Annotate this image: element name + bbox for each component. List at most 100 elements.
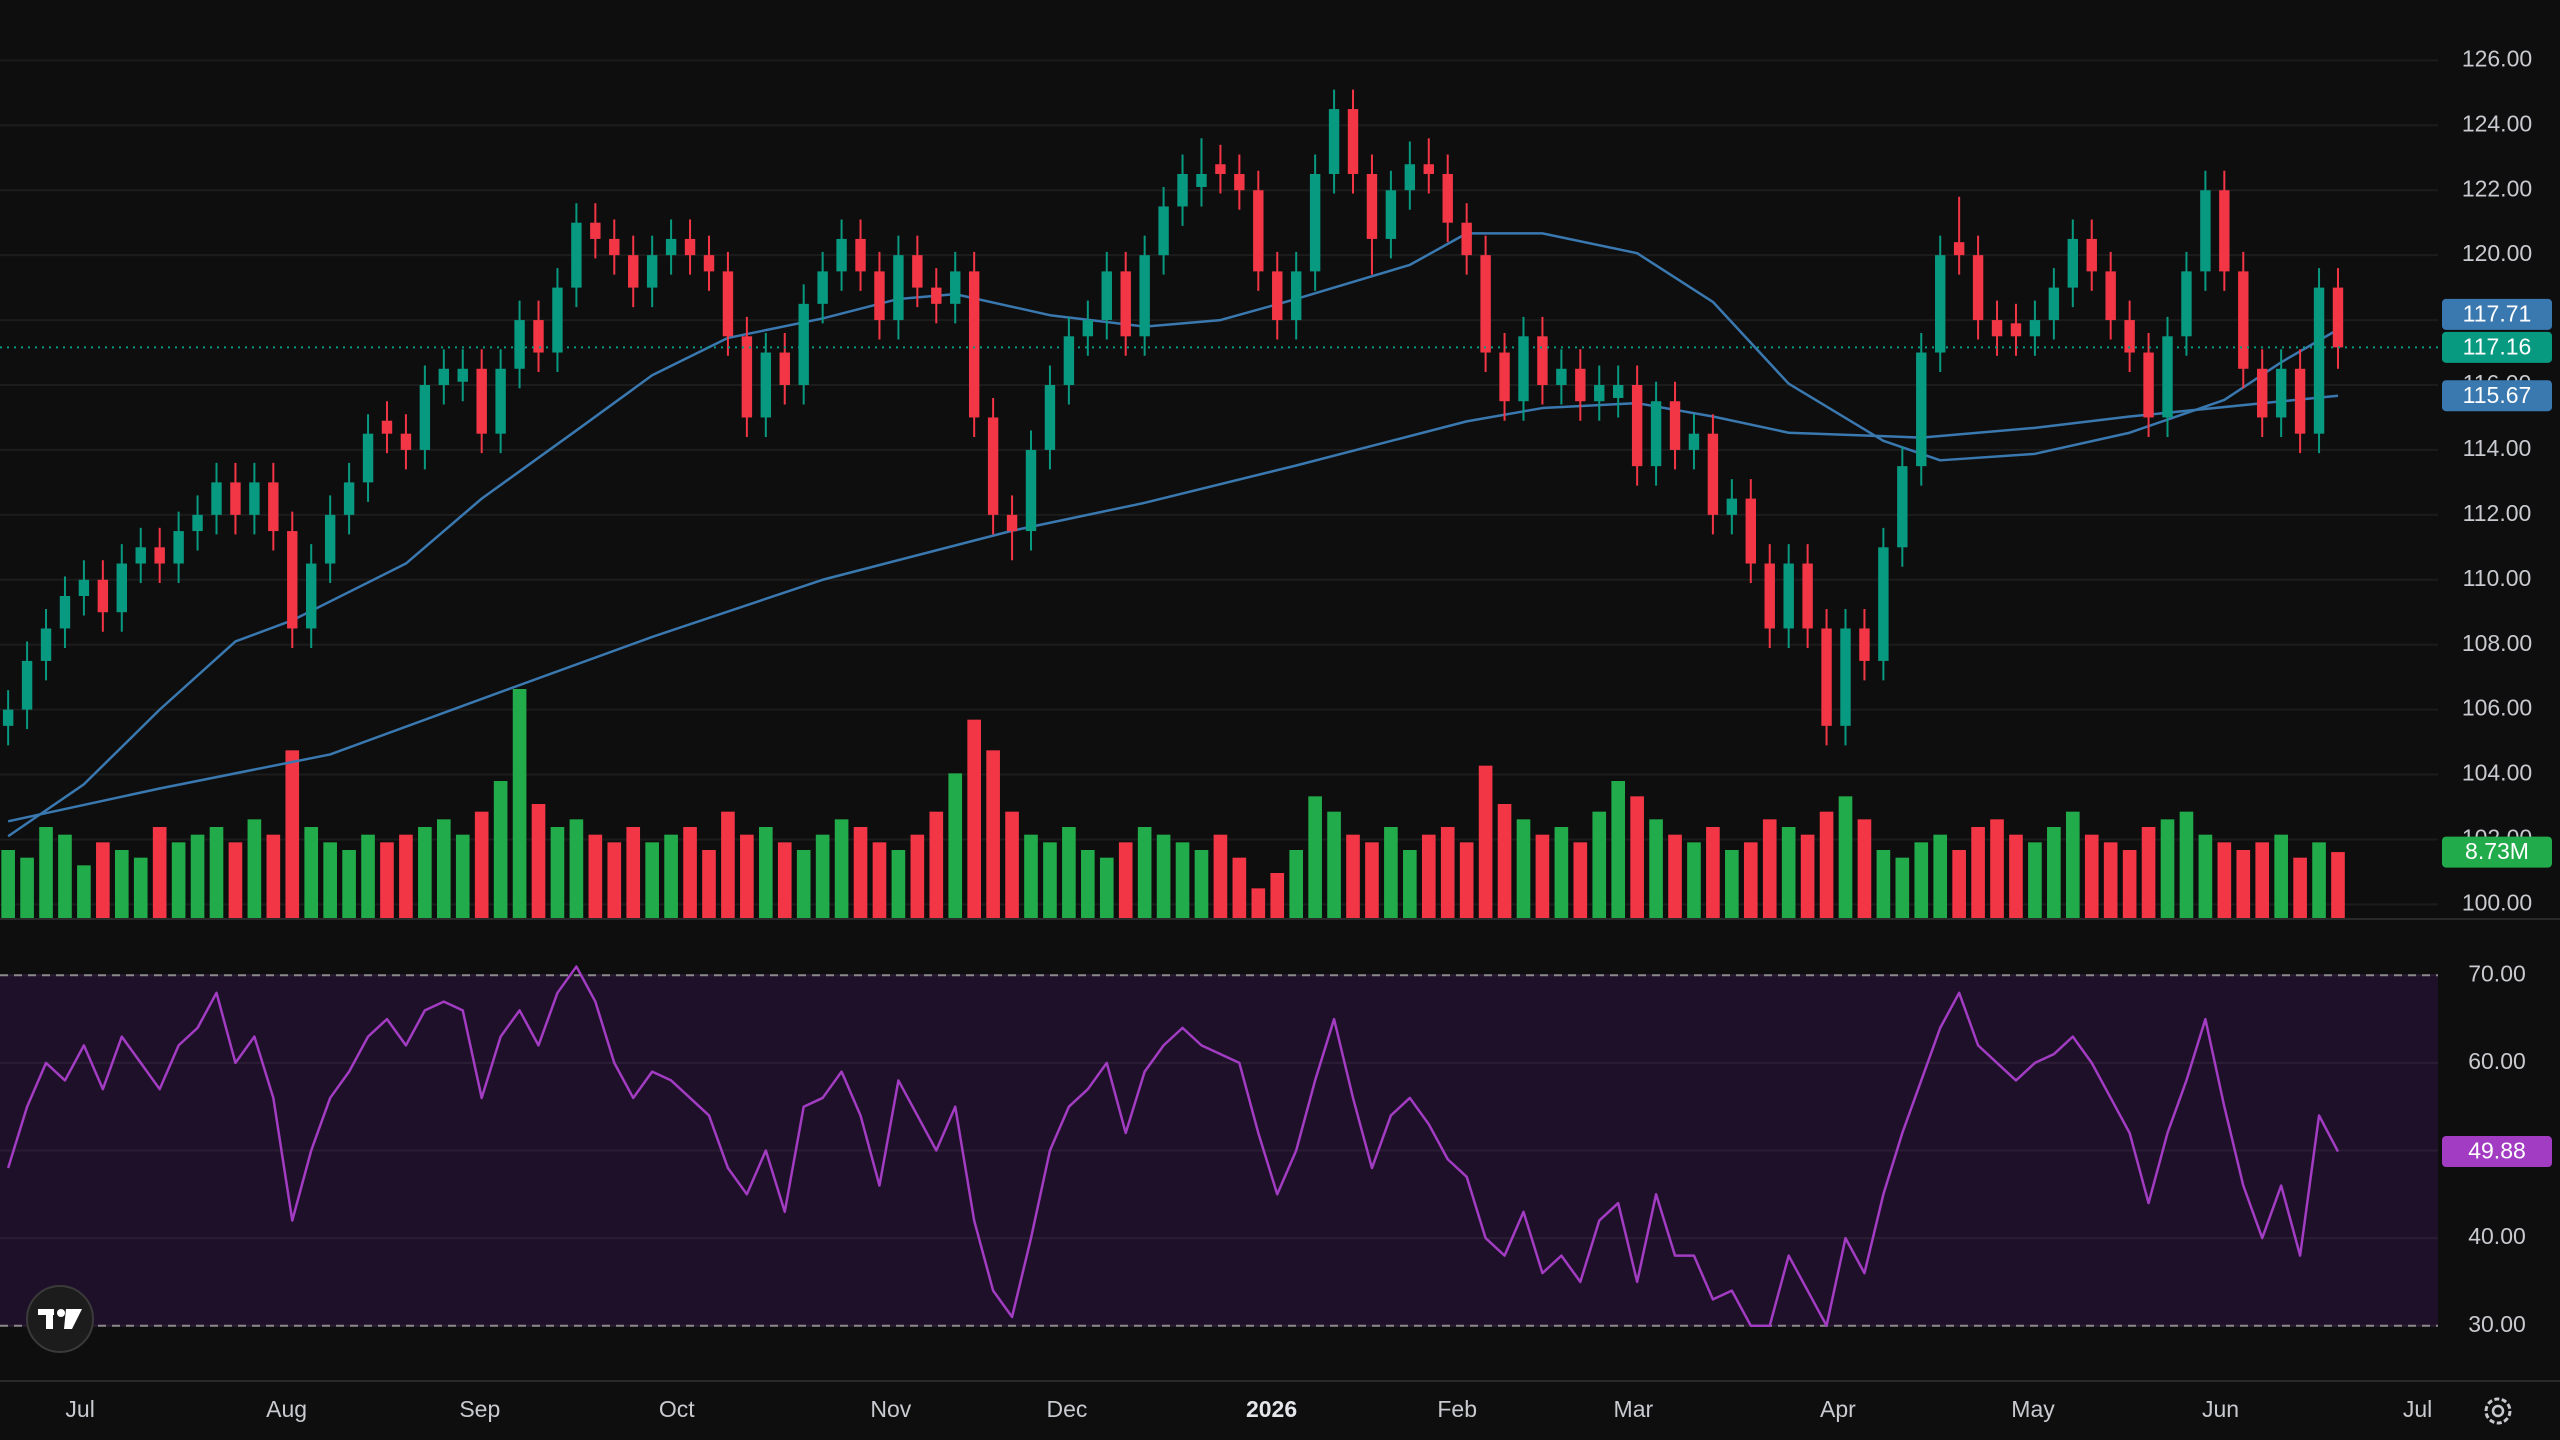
- candle-body: [741, 336, 753, 418]
- candle-body: [2162, 336, 2173, 418]
- candle-body: [249, 482, 260, 515]
- volume-bar: [399, 834, 413, 919]
- candle-body: [78, 579, 90, 597]
- candle-body: [1859, 628, 1870, 661]
- candle-body: [552, 287, 563, 353]
- candle-body: [400, 433, 412, 450]
- candle-body: [1688, 433, 1700, 450]
- candle-body: [457, 368, 468, 382]
- volume-badge-text: 8.73M: [2465, 838, 2529, 864]
- volume-bar: [2122, 850, 2137, 919]
- volume-bar: [588, 834, 603, 919]
- candle-body: [874, 271, 885, 321]
- gear-outline[interactable]: [2484, 1397, 2512, 1425]
- candle-body: [1234, 173, 1245, 191]
- candle-body: [1025, 449, 1037, 532]
- last-price-badge-text: 117.16: [2463, 333, 2532, 359]
- volume-bar: [1403, 850, 1417, 919]
- volume-bar: [2179, 811, 2194, 919]
- volume-bar: [2103, 842, 2118, 919]
- volume-bar: [1137, 827, 1152, 919]
- volume-bar: [209, 827, 224, 919]
- volume-bar: [967, 719, 981, 919]
- volume-bar: [1725, 850, 1739, 919]
- moving-average-line: [7, 232, 2339, 838]
- candle-body: [703, 255, 715, 272]
- candle-body: [817, 271, 828, 304]
- volume-bar: [740, 834, 754, 919]
- volume-bar: [1232, 857, 1247, 919]
- x-tick-label: Apr: [1820, 1396, 1856, 1422]
- volume-bar: [1421, 834, 1436, 919]
- rsi-line: [6, 965, 2340, 1327]
- gear-hub[interactable]: [2491, 1404, 2505, 1418]
- y-tick-label: 104.00: [2462, 760, 2532, 786]
- y-tick-label: 110.00: [2463, 565, 2532, 591]
- candle-body: [1442, 173, 1453, 223]
- x-tick-label: Jun: [2202, 1396, 2239, 1422]
- candle-body: [2029, 320, 2041, 337]
- candle-body: [1802, 563, 1813, 629]
- volume-bar: [758, 827, 773, 919]
- logo[interactable]: [26, 1285, 94, 1353]
- logo-shape[interactable]: [57, 1309, 65, 1317]
- x-tick-label: Jul: [65, 1396, 94, 1422]
- candle-body: [1177, 173, 1188, 207]
- rsi-badge-text: 49.88: [2468, 1138, 2526, 1164]
- volume-bar: [436, 819, 451, 919]
- volume-bar: [1, 850, 15, 919]
- candle-body: [2143, 352, 2154, 418]
- volume-bar: [550, 827, 565, 919]
- candle-body: [1272, 271, 1283, 321]
- volume-bar: [1005, 811, 1019, 919]
- candle-body: [2294, 368, 2306, 434]
- candle-body: [1385, 190, 1397, 239]
- candle-body: [893, 255, 904, 321]
- volume-bar: [39, 827, 53, 919]
- candle-body: [59, 596, 71, 629]
- candle-body: [1537, 336, 1548, 385]
- volume-bar: [1876, 850, 1891, 919]
- volume-bar: [1743, 842, 1758, 919]
- labels-layer: Jul Aug Sep Oct Nov Dec 2026 Feb Mar Apr May Jun Jul…: [65, 45, 2552, 1422]
- candle-body: [1783, 563, 1794, 629]
- volume-bar: [645, 842, 659, 919]
- y-tick-label: 40.00: [2468, 1223, 2526, 1249]
- volume-bar: [910, 834, 925, 919]
- volume-bar: [455, 834, 470, 919]
- y-tick-label: 120.00: [2462, 240, 2532, 266]
- logo-shape[interactable]: [46, 1309, 53, 1329]
- candle-body: [665, 238, 677, 256]
- candle-body: [2257, 368, 2268, 418]
- candle-body: [987, 417, 999, 515]
- candle-body: [1158, 206, 1169, 256]
- volume-bar: [2255, 842, 2270, 919]
- candle-body: [154, 547, 165, 564]
- logo-shape[interactable]: [64, 1309, 82, 1329]
- volume-bar: [171, 842, 186, 919]
- volume-bar: [1952, 850, 1966, 919]
- moving-average-badge: [2442, 380, 2552, 412]
- last-price-badge: [2442, 331, 2552, 363]
- logo-circle[interactable]: [26, 1285, 94, 1353]
- candle-body: [173, 531, 184, 564]
- volume-bar: [285, 750, 300, 919]
- candle-body: [1953, 242, 1965, 256]
- volume-bar: [2160, 819, 2175, 919]
- volume-bar: [152, 827, 167, 919]
- y-tick-label: 100.00: [2462, 889, 2532, 915]
- candle-body: [2275, 368, 2287, 418]
- candle-body: [1253, 190, 1264, 272]
- moving-average-badge-text: 117.71: [2463, 300, 2532, 326]
- candle-body: [1139, 255, 1150, 337]
- volume-bar: [2065, 811, 2080, 919]
- candle-body: [1707, 433, 1719, 515]
- volume-bar: [133, 857, 148, 919]
- marks-layer: [0, 89, 2438, 1327]
- volume-bar: [2141, 827, 2156, 919]
- y-tick-label: 112.00: [2463, 500, 2532, 526]
- settings-button[interactable]: [2484, 1397, 2512, 1425]
- candle-body: [1650, 401, 1662, 467]
